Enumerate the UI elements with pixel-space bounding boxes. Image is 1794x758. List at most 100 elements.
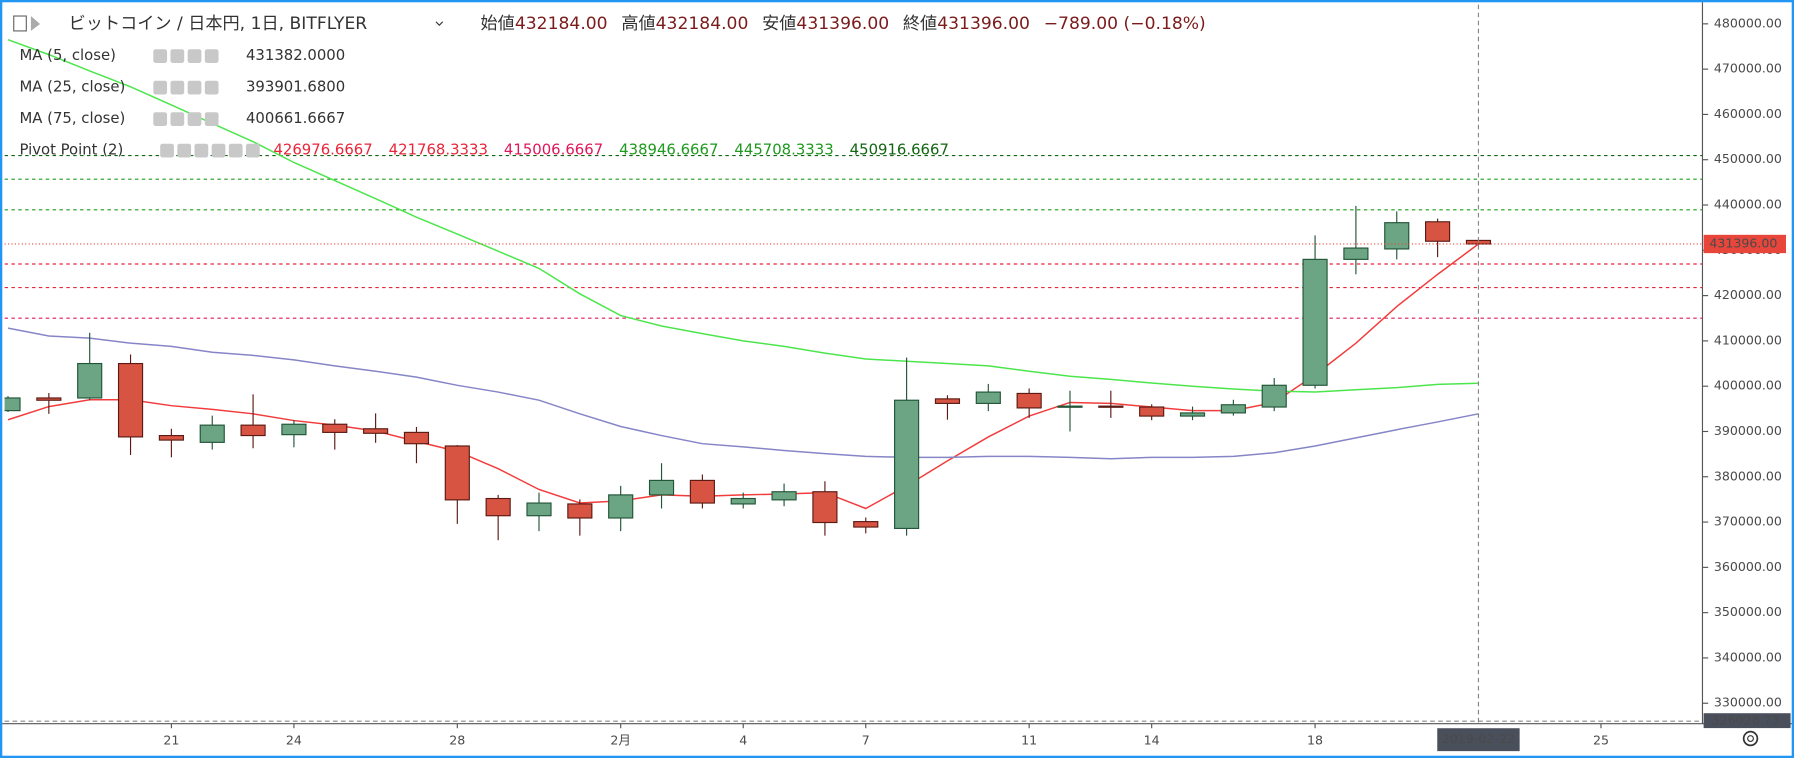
candle-body: [36, 397, 62, 401]
y-tick-label: 330000.00: [1714, 695, 1782, 710]
legend-icon[interactable]: [187, 80, 202, 95]
legend-name: MA (25, close): [19, 78, 125, 96]
ohlc-value: 431396.00: [796, 14, 889, 34]
candle-body: [1425, 221, 1451, 242]
legend-value: 431382.0000: [246, 46, 345, 64]
candle-body: [1384, 222, 1410, 250]
candle-body: [853, 521, 879, 528]
last-price-box: [1703, 234, 1786, 254]
candle-body: [77, 362, 103, 399]
candle-body: [1057, 405, 1083, 408]
y-tick-label: 450000.00: [1714, 151, 1782, 166]
ohlc-header: 始値432184.00 高値432184.00 安値431396.00 終値43139…: [481, 14, 1206, 34]
candle-body: [975, 391, 1001, 404]
ma-line: [7, 327, 1479, 460]
candle-body: [730, 497, 756, 505]
low-marker-label: 326028.73: [1712, 713, 1780, 728]
crosshair-label: 2019-02-22: [1442, 731, 1515, 746]
x-tick-label: 2月: [610, 732, 631, 747]
ohlc-label: 始値: [481, 14, 515, 34]
candle-body: [363, 428, 389, 434]
y-tick-label: 440000.00: [1714, 197, 1782, 212]
candle-body: [117, 362, 144, 438]
legend-icon[interactable]: [204, 49, 219, 63]
legend-value: 393901.6800: [246, 78, 345, 96]
pivot-value: 415006.6667: [504, 141, 603, 159]
y-tick-label: 400000.00: [1714, 378, 1782, 393]
candle-body: [1179, 412, 1206, 417]
legend-icon[interactable]: [187, 49, 202, 63]
legend-name: Pivot Point (2): [19, 141, 123, 159]
legend-icon[interactable]: [245, 143, 260, 158]
legend-icon[interactable]: [153, 112, 168, 126]
y-tick-label: 360000.00: [1714, 559, 1782, 574]
pivot-value: 445708.3333: [734, 141, 833, 159]
candle-body: [1261, 384, 1287, 408]
ohlc-value: 432184.00: [515, 14, 608, 34]
candle-body: [158, 434, 184, 441]
legend-name: MA (5, close): [19, 46, 115, 64]
x-tick-label: 21: [163, 732, 179, 747]
legend-icon[interactable]: [170, 112, 185, 126]
y-tick-label: 480000.00: [1714, 15, 1782, 30]
low-marker-box: [1703, 713, 1791, 729]
candle-body: [1098, 405, 1124, 408]
ohlc-label: 終値: [903, 14, 937, 34]
last-price-label: 431396.00: [1709, 235, 1777, 250]
candle-body: [648, 479, 675, 496]
candle-body: [1343, 247, 1369, 260]
dropdown[interactable]: [435, 21, 444, 26]
legend-icon[interactable]: [153, 80, 168, 95]
candle-body: [199, 424, 225, 443]
ohlc-label: 安値: [762, 14, 796, 34]
candle-body: [444, 445, 470, 501]
legend-icon[interactable]: [160, 143, 174, 158]
ohlc-value: 432184.00: [656, 14, 749, 34]
pivot-value: 421768.3333: [389, 141, 488, 159]
x-tick-label: 4: [739, 732, 747, 747]
x-tick-label: 7: [862, 732, 870, 747]
ohlc-value: 431396.00: [937, 14, 1030, 34]
candle-body: [771, 491, 797, 501]
legend-icon[interactable]: [170, 49, 185, 63]
candle-body: [689, 479, 715, 504]
y-tick-label: 370000.00: [1714, 514, 1782, 529]
candle-body: [894, 399, 920, 529]
legend-icon[interactable]: [170, 80, 185, 95]
candle-body: [934, 398, 961, 404]
legend-name: MA (75, close): [19, 109, 125, 127]
flag-icon[interactable]: [30, 16, 41, 31]
legend-value: 400661.6667: [246, 109, 345, 127]
x-tick-label: 24: [286, 732, 302, 747]
legend-icon[interactable]: [194, 143, 209, 158]
y-tick-label: 460000.00: [1714, 106, 1782, 121]
candle-body: [281, 423, 307, 436]
y-tick-label: 420000.00: [1714, 287, 1782, 302]
candle-body: [526, 502, 552, 517]
settings-icon[interactable]: [1742, 730, 1759, 747]
y-tick-label: 390000.00: [1714, 423, 1782, 438]
legend-icon[interactable]: [153, 49, 168, 63]
legend-icon[interactable]: [204, 80, 219, 95]
legend-icon[interactable]: [204, 112, 219, 126]
plot-area: [4, 39, 1703, 541]
pivot-value: 438946.6667: [619, 141, 718, 159]
pivot-value: 426976.6667: [273, 141, 372, 159]
legend-icon[interactable]: [177, 143, 192, 158]
menu-icon[interactable]: [13, 15, 27, 32]
pivot-values: 426976.6667 421768.3333 415006.6667 438946.…: [273, 141, 948, 159]
legend-icon[interactable]: [211, 143, 226, 158]
candle-body: [403, 431, 430, 445]
legend-icon[interactable]: [228, 143, 243, 158]
candle-body: [485, 497, 511, 517]
candle-body: [812, 491, 838, 524]
candle-body: [1302, 258, 1328, 386]
legend-icon[interactable]: [187, 112, 202, 126]
x-tick-label: 18: [1307, 732, 1323, 747]
y-tick-label: 470000.00: [1714, 61, 1782, 76]
candle-body: [567, 503, 593, 519]
y-tick-label: 410000.00: [1714, 332, 1782, 347]
